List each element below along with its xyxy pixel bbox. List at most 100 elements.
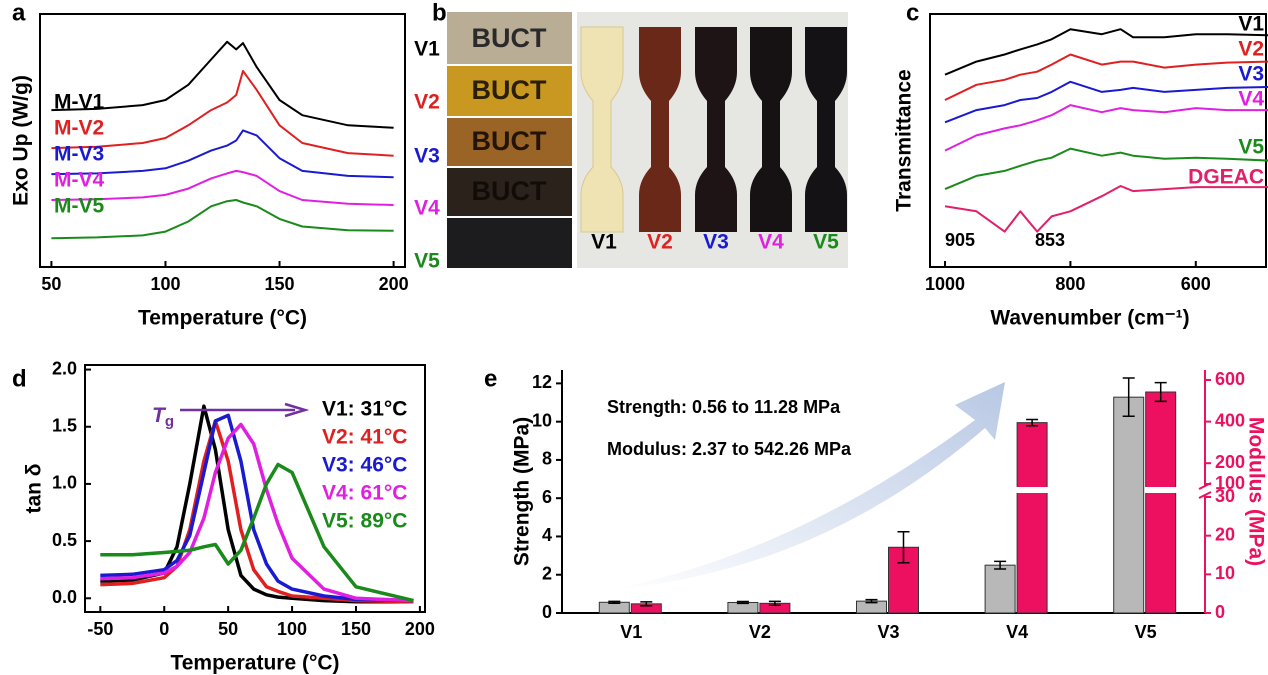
series-label: V2: 41°C	[322, 426, 407, 449]
y-tick-label: 6	[542, 487, 552, 507]
y-tick-label: 4	[542, 525, 552, 545]
error-bar	[994, 560, 1007, 570]
series-label: V4: 61°C	[322, 482, 407, 505]
swatch	[447, 12, 572, 64]
plot-frame	[39, 13, 406, 268]
error-bar	[1122, 377, 1135, 418]
series-label: V3	[1238, 63, 1264, 86]
y-tick-label: 1.5	[52, 416, 77, 436]
series-line	[100, 422, 414, 603]
x-tick-label: 150	[341, 619, 371, 639]
bar-break	[1016, 487, 1049, 493]
y2-tick-label: 20	[1215, 524, 1235, 544]
panel-label: b	[432, 0, 447, 26]
error-bar	[640, 601, 653, 607]
x-tick-label: 100	[150, 274, 180, 294]
peak-annotation: 905	[945, 230, 975, 250]
series-label: V2	[1238, 38, 1264, 61]
trend-arrow	[610, 382, 1005, 590]
row-label: V4	[414, 197, 440, 220]
swatch	[447, 168, 572, 216]
y-tick-label: 0	[542, 602, 552, 622]
series-label: M-V5	[54, 195, 104, 218]
swatch	[447, 66, 572, 116]
x-axis-title: Temperature (°C)	[138, 307, 307, 330]
series-line	[100, 462, 414, 603]
row-label: V5	[414, 250, 440, 273]
bar	[984, 564, 1016, 614]
error-bar	[1026, 418, 1039, 427]
error-bar	[736, 600, 749, 605]
error-bar	[608, 600, 621, 604]
error-bar	[768, 600, 781, 607]
sample-label: V5	[813, 231, 839, 254]
y-axis-title: Strength (MPa)	[511, 417, 534, 566]
y2-tick-label: 30	[1215, 486, 1235, 506]
y-tick-label: 2.0	[52, 358, 77, 378]
series-group	[51, 40, 394, 240]
sample-label: V2	[647, 231, 673, 254]
x-tick-label: 600	[1181, 274, 1211, 294]
swatch	[447, 118, 572, 166]
series-label: M-V1	[54, 91, 104, 114]
series-label: V1	[1238, 13, 1264, 36]
annotation: Modulus: 2.37 to 542.26 MPa	[607, 439, 852, 459]
x-tick-label: 100	[277, 619, 307, 639]
error-bar	[865, 598, 878, 604]
series-label: V5: 89°C	[322, 510, 407, 533]
y2-axis-title: Modulus (MPa)	[1244, 417, 1267, 566]
tg-arrow	[180, 402, 310, 418]
series-group	[100, 404, 414, 604]
y2-tick-label: 0	[1215, 602, 1225, 622]
panel-label: c	[906, 0, 919, 26]
tg-main: T	[152, 404, 167, 427]
series-line	[51, 199, 394, 240]
photo-panel: BUCT BUCT BUCT BUCT V1 V2 V3 V4 V5 V1 V2…	[414, 12, 848, 273]
x-tick-label: 50	[41, 274, 61, 294]
x-tick-label: 50	[218, 619, 238, 639]
bar-break	[1144, 487, 1177, 493]
y-tick-label: 0.5	[52, 530, 77, 550]
series-line	[100, 404, 414, 604]
x-tick-label: V1	[620, 622, 642, 642]
plot-frame	[929, 13, 1267, 268]
x-axis-title: Wavenumber (cm⁻¹)	[990, 307, 1189, 330]
swatch-text: BUCT	[472, 176, 547, 206]
annotation: Strength: 0.56 to 11.28 MPa	[607, 397, 841, 417]
x-tick-label: 0	[159, 619, 169, 639]
y-tick-label: 12	[532, 372, 552, 392]
panel-label: d	[12, 365, 27, 392]
series-label: M-V4	[54, 169, 104, 192]
series-label: M-V2	[54, 117, 104, 140]
x-tick-label: V3	[877, 622, 899, 642]
series-line	[51, 40, 394, 129]
series-label: M-V3	[54, 143, 104, 166]
tg-annotation: Tg	[152, 404, 174, 430]
x-tick-label: V4	[1006, 622, 1028, 642]
series-line	[51, 69, 394, 157]
x-tick-label: V2	[749, 622, 771, 642]
series-line	[944, 104, 1268, 152]
sample-label: V3	[703, 231, 729, 254]
y2-tick-label: 400	[1215, 410, 1245, 430]
row-label: V2	[414, 91, 440, 114]
y-axis-title: Exo Up (W/g)	[10, 75, 33, 206]
error-bar	[1154, 381, 1167, 403]
y-axis-title: tan δ	[23, 463, 46, 513]
y-tick-label: 10	[532, 410, 552, 430]
x-tick-label: 200	[379, 274, 409, 294]
sample-label: V1	[591, 231, 617, 254]
series-line	[944, 53, 1268, 101]
panel-label: a	[12, 0, 26, 26]
bar	[1113, 396, 1145, 614]
series-line	[100, 419, 414, 604]
y2-tick-label: 10	[1215, 563, 1235, 583]
bar	[1016, 422, 1048, 614]
x-tick-label: -50	[87, 619, 113, 639]
swatch-text: BUCT	[472, 23, 547, 53]
series-group	[944, 28, 1268, 233]
x-axis-title: Temperature (°C)	[170, 652, 339, 675]
tg-sub: g	[165, 413, 174, 430]
y2-tick-label: 600	[1215, 369, 1245, 389]
y2-tick-label: 200	[1215, 452, 1245, 472]
